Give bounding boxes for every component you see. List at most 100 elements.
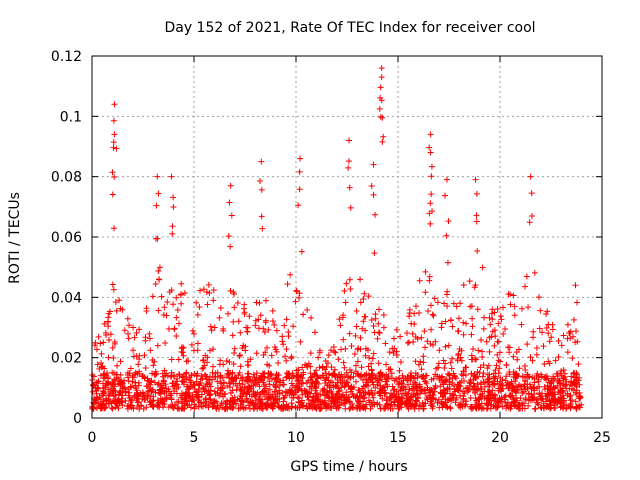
data-point bbox=[183, 376, 190, 383]
data-point bbox=[427, 220, 434, 227]
data-point bbox=[422, 378, 429, 385]
data-point bbox=[460, 331, 467, 338]
data-point bbox=[204, 301, 211, 308]
data-point bbox=[248, 393, 255, 400]
data-point bbox=[117, 358, 124, 365]
data-point bbox=[374, 335, 381, 342]
data-point bbox=[312, 387, 319, 394]
data-point bbox=[469, 315, 476, 322]
data-point bbox=[130, 374, 137, 381]
data-point bbox=[441, 300, 448, 307]
data-point bbox=[222, 405, 229, 412]
data-point bbox=[200, 364, 207, 371]
data-point bbox=[403, 329, 410, 336]
data-point bbox=[550, 384, 557, 391]
data-point bbox=[353, 323, 360, 330]
data-point bbox=[255, 325, 262, 332]
data-point bbox=[283, 357, 290, 364]
data-point bbox=[106, 401, 113, 408]
data-point bbox=[235, 318, 242, 325]
data-point bbox=[537, 393, 544, 400]
data-point bbox=[237, 363, 244, 370]
data-point bbox=[112, 392, 119, 399]
data-point bbox=[181, 289, 188, 296]
data-point bbox=[569, 355, 576, 362]
data-point bbox=[541, 361, 548, 368]
data-point bbox=[379, 138, 386, 145]
data-point bbox=[439, 394, 446, 401]
data-point bbox=[388, 374, 395, 381]
data-point bbox=[300, 369, 307, 376]
data-point bbox=[169, 383, 176, 390]
data-point bbox=[173, 378, 180, 385]
data-point bbox=[460, 372, 467, 379]
data-point bbox=[331, 395, 338, 402]
data-point bbox=[397, 359, 404, 366]
data-point bbox=[204, 359, 211, 366]
data-point bbox=[97, 372, 104, 379]
data-point bbox=[560, 375, 567, 382]
data-point-peak bbox=[472, 176, 479, 183]
data-point bbox=[499, 304, 506, 311]
data-point bbox=[479, 373, 486, 380]
data-point bbox=[544, 308, 551, 315]
data-point bbox=[283, 374, 290, 381]
data-point bbox=[101, 371, 108, 378]
data-point bbox=[260, 325, 267, 332]
data-point bbox=[249, 377, 256, 384]
data-point bbox=[493, 362, 500, 369]
data-point bbox=[510, 353, 517, 360]
data-point bbox=[160, 311, 167, 318]
data-point bbox=[553, 370, 560, 377]
data-point bbox=[503, 405, 510, 412]
data-point bbox=[241, 386, 248, 393]
data-point bbox=[396, 405, 403, 412]
data-point bbox=[199, 391, 206, 398]
data-point bbox=[387, 395, 394, 402]
data-point bbox=[431, 385, 438, 392]
data-point bbox=[450, 370, 457, 377]
data-point bbox=[135, 361, 142, 368]
data-point bbox=[351, 350, 358, 357]
data-point bbox=[469, 405, 476, 412]
data-point bbox=[261, 329, 268, 336]
data-point bbox=[429, 208, 436, 215]
data-point bbox=[146, 330, 153, 337]
data-point bbox=[540, 402, 547, 409]
data-point bbox=[535, 374, 542, 381]
data-point bbox=[95, 400, 102, 407]
data-point bbox=[560, 332, 567, 339]
data-point bbox=[299, 391, 306, 398]
data-point bbox=[521, 283, 528, 290]
data-point bbox=[267, 370, 274, 377]
data-point bbox=[156, 264, 163, 271]
data-point bbox=[128, 384, 135, 391]
data-point bbox=[409, 401, 416, 408]
data-point bbox=[535, 294, 542, 301]
data-point bbox=[92, 339, 99, 346]
data-point bbox=[194, 340, 201, 347]
data-point bbox=[467, 395, 474, 402]
data-point bbox=[469, 345, 476, 352]
data-point bbox=[150, 393, 157, 400]
data-point-peak bbox=[168, 173, 175, 180]
data-point bbox=[331, 348, 338, 355]
x-tick-label: 5 bbox=[190, 430, 199, 446]
data-point bbox=[372, 211, 379, 218]
data-point bbox=[497, 387, 504, 394]
data-point bbox=[561, 370, 568, 377]
data-point bbox=[395, 391, 402, 398]
data-point bbox=[242, 377, 249, 384]
data-point bbox=[299, 399, 306, 406]
data-point bbox=[295, 366, 302, 373]
data-point bbox=[105, 314, 112, 321]
data-point bbox=[423, 394, 430, 401]
data-point bbox=[570, 316, 577, 323]
data-point bbox=[262, 317, 269, 324]
data-point bbox=[173, 314, 180, 321]
data-point bbox=[109, 388, 116, 395]
data-point bbox=[101, 320, 108, 327]
data-point bbox=[506, 349, 513, 356]
data-point bbox=[514, 356, 521, 363]
y-tick-label: 0.02 bbox=[51, 351, 82, 367]
